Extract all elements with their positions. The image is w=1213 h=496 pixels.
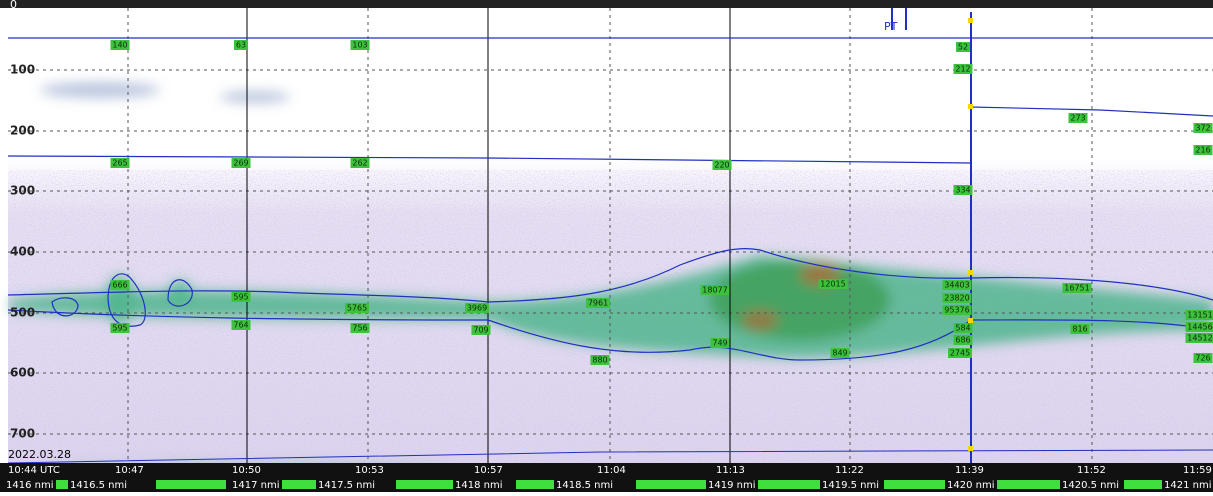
region-label: 709 [473,326,488,335]
region-label: 63 [236,41,246,50]
time-label: 10:53 [355,465,384,476]
region-label: 666 [112,281,127,290]
region-label: 14456 [1187,323,1212,332]
region-label: 595 [233,293,248,302]
distance-segment [756,480,826,489]
distance-label: 1420.5 nmi [1062,480,1119,491]
depth-label: 700 [10,427,35,441]
region-label: 14512 [1187,334,1212,343]
distance-label: 1421 nmi [1164,480,1212,491]
region-label: 816 [1072,325,1087,334]
region-label: 756 [352,324,367,333]
time-label: 10:47 [115,465,144,476]
depth-label: 400 [10,245,35,259]
region-label: 686 [955,336,970,345]
region-label: 12015 [820,280,845,289]
distance-segment [876,480,946,489]
region-label: 595 [112,324,127,333]
region-label: 726 [1195,354,1210,363]
region-label: 372 [1195,124,1210,133]
time-label: 11:39 [955,465,984,476]
time-label: 10:44 UTC [8,465,60,476]
time-label: 10:57 [474,465,503,476]
region-label: 584 [955,324,970,333]
region-label: 52 [958,43,968,52]
date-label: 2022.03.28 [8,448,71,461]
region-label: 273 [1070,114,1085,123]
region-label: 212 [955,65,970,74]
time-label: 11:13 [716,465,745,476]
region-label: 262 [352,159,367,168]
distance-label: 1420 nmi [947,480,995,491]
distance-label: 1417 nmi [232,480,280,491]
region-label: 95376 [944,306,969,315]
time-label: 11:22 [835,465,864,476]
region-label: 849 [832,349,847,358]
region-label: 7961 [588,299,608,308]
depth-label: 600 [10,366,35,380]
region-label: 103 [352,41,367,50]
distance-segment [156,480,226,489]
depth-label: 200 [10,124,35,138]
region-label: 3969 [467,304,487,313]
region-label: 749 [712,339,727,348]
top-ruler [0,0,1213,8]
time-label: 11:52 [1077,465,1106,476]
region-label: 34403 [944,281,969,290]
region-label: 2745 [950,349,970,358]
distance-segment [636,480,706,489]
region-label: 265 [112,159,127,168]
distance-label: 1419 nmi [708,480,756,491]
distance-label: 1418.5 nmi [556,480,613,491]
distance-label: 1416.5 nmi [70,480,127,491]
depth-label: 500 [10,306,35,320]
distance-label: 1418 nmi [455,480,503,491]
top-marker: 0 [10,0,17,11]
distance-label: 1416 nmi [6,480,54,491]
region-label: 764 [233,321,248,330]
region-label: 18077 [702,286,727,295]
region-label: 140 [112,41,127,50]
region-label: 880 [592,356,607,365]
region-label: 23820 [944,294,969,303]
depth-label: 300 [10,184,35,198]
region-label: 5765 [347,304,367,313]
depth-label: 100 [10,63,35,77]
pt-marker: PT [884,20,898,33]
region-label: 269 [233,159,248,168]
region-label: 13151 [1187,311,1212,320]
region-label: 216 [1195,146,1210,155]
time-label: 10:50 [232,465,261,476]
time-label: 11:04 [597,465,626,476]
distance-label: 1419.5 nmi [822,480,879,491]
distance-label: 1417.5 nmi [318,480,375,491]
time-label: 11:59 [1183,465,1212,476]
region-label: 220 [714,161,729,170]
distance-segment [996,480,1066,489]
region-label: 334 [955,186,970,195]
region-label: 16751 [1064,284,1089,293]
